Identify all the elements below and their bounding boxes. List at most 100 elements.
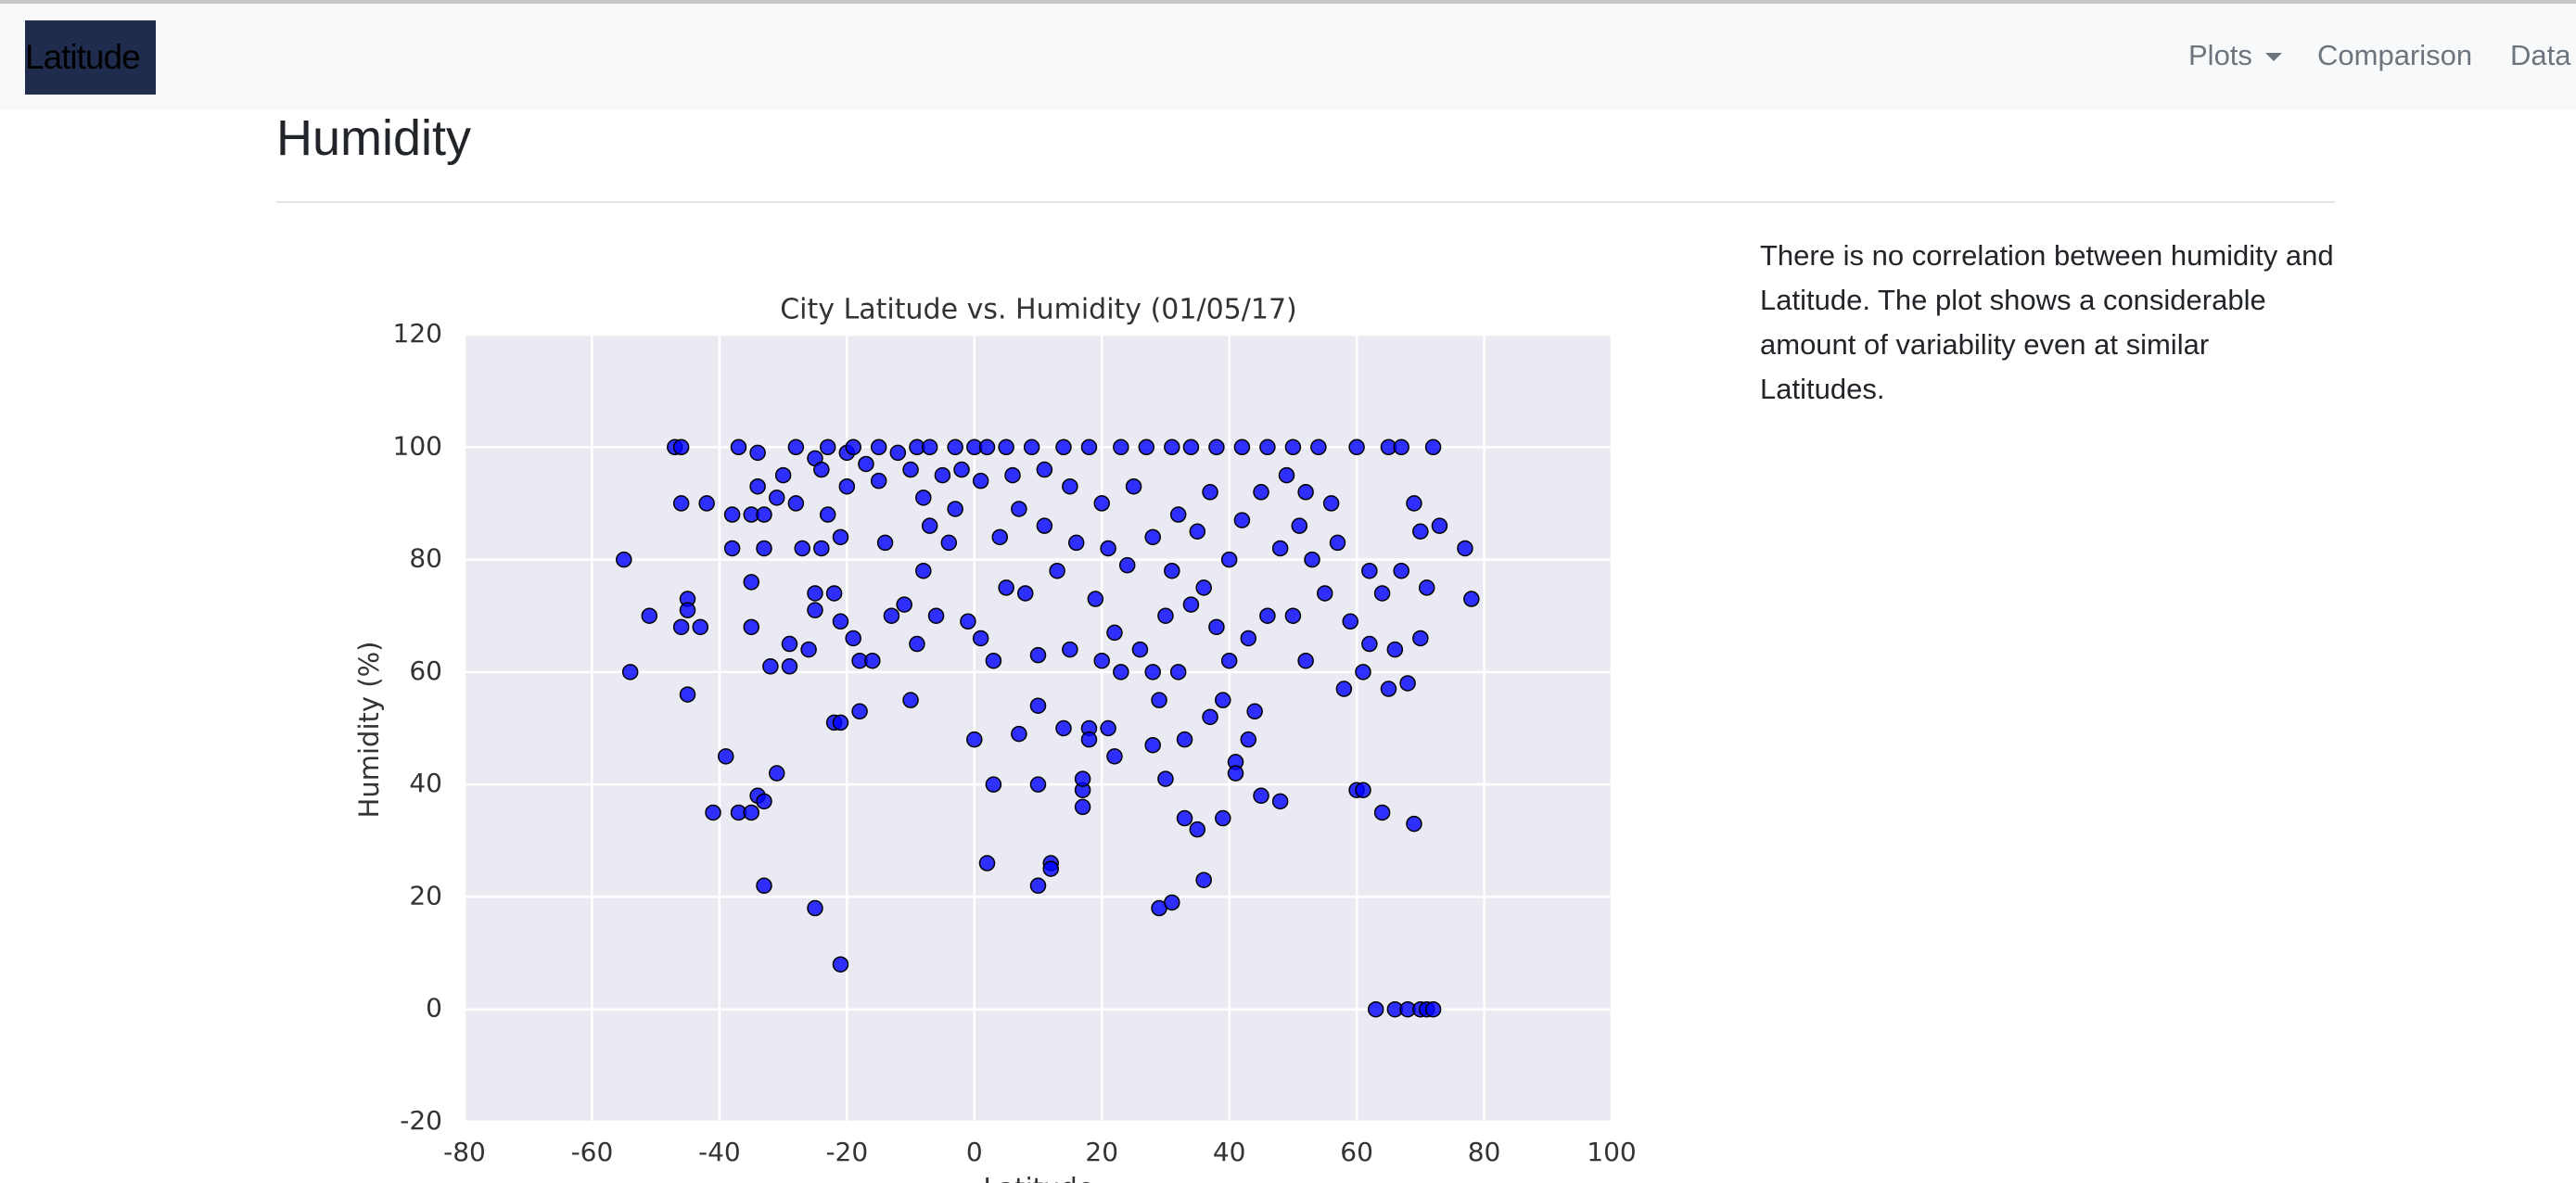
data-point bbox=[889, 444, 907, 462]
data-point bbox=[756, 506, 772, 523]
data-point bbox=[774, 466, 792, 484]
data-point bbox=[672, 618, 690, 636]
data-point bbox=[1373, 804, 1391, 821]
data-point bbox=[768, 765, 785, 782]
data-point bbox=[1189, 820, 1206, 838]
data-point bbox=[825, 585, 843, 602]
data-point bbox=[883, 607, 900, 624]
data-point bbox=[1131, 641, 1149, 658]
data-point bbox=[730, 439, 747, 456]
data-point bbox=[1367, 1000, 1384, 1018]
data-point bbox=[1067, 534, 1085, 552]
plot-area bbox=[465, 335, 1612, 1122]
data-point bbox=[1106, 748, 1123, 765]
data-point bbox=[781, 658, 798, 675]
data-point bbox=[1182, 596, 1200, 613]
data-point bbox=[858, 455, 874, 473]
data-point bbox=[1463, 591, 1480, 607]
data-point bbox=[743, 574, 759, 591]
data-point bbox=[1393, 439, 1409, 456]
data-point bbox=[1195, 579, 1212, 596]
data-point bbox=[1412, 523, 1429, 540]
data-point bbox=[1304, 551, 1320, 568]
data-point bbox=[1220, 652, 1238, 669]
data-point bbox=[1278, 466, 1295, 484]
data-point bbox=[718, 748, 734, 765]
data-point bbox=[1386, 641, 1404, 658]
data-point bbox=[896, 596, 912, 613]
data-point bbox=[1418, 579, 1435, 596]
data-point bbox=[838, 477, 856, 495]
chart: City Latitude vs. Humidity (01/05/17) Hu… bbox=[353, 294, 1637, 1183]
data-point bbox=[940, 534, 958, 552]
x-tick-label: 40 bbox=[1213, 1137, 1246, 1167]
data-point bbox=[819, 506, 836, 523]
data-point bbox=[1317, 585, 1333, 602]
x-tick-label: -80 bbox=[443, 1137, 486, 1167]
data-point bbox=[1023, 439, 1040, 456]
data-point bbox=[1373, 585, 1391, 602]
data-point bbox=[972, 630, 989, 647]
data-point bbox=[723, 506, 741, 523]
data-point bbox=[1208, 618, 1225, 636]
x-tick-label: 0 bbox=[966, 1137, 983, 1167]
data-point bbox=[1017, 585, 1034, 602]
data-point bbox=[1202, 708, 1218, 726]
data-point bbox=[845, 630, 861, 647]
data-point bbox=[998, 439, 1014, 456]
data-point bbox=[1355, 664, 1371, 681]
data-point bbox=[1457, 540, 1473, 557]
data-point bbox=[756, 877, 772, 895]
window-border bbox=[0, 0, 2576, 4]
data-point bbox=[672, 495, 690, 512]
data-point bbox=[870, 439, 887, 456]
data-point bbox=[1399, 675, 1416, 692]
data-point bbox=[1412, 630, 1429, 647]
data-point bbox=[1271, 540, 1289, 557]
data-point bbox=[1176, 731, 1193, 748]
data-point bbox=[915, 490, 932, 506]
data-point bbox=[762, 658, 779, 675]
data-point bbox=[1062, 641, 1078, 658]
data-point bbox=[909, 635, 925, 653]
data-point bbox=[794, 540, 810, 557]
y-tick-label: 40 bbox=[409, 768, 442, 798]
data-point bbox=[1004, 466, 1021, 484]
data-point bbox=[807, 602, 823, 618]
data-point bbox=[985, 652, 1002, 669]
brand-link[interactable]: Latitude bbox=[25, 20, 156, 95]
data-point bbox=[1284, 607, 1302, 624]
data-point bbox=[832, 956, 849, 973]
data-point bbox=[1227, 765, 1244, 782]
divider bbox=[276, 201, 2335, 203]
nav-plots[interactable]: Plots bbox=[2188, 39, 2282, 72]
x-tick-label: -20 bbox=[825, 1137, 868, 1167]
data-point bbox=[807, 899, 823, 917]
y-tick-label: 0 bbox=[426, 993, 442, 1024]
data-point bbox=[1348, 439, 1365, 456]
data-point bbox=[1233, 439, 1251, 456]
data-point bbox=[1144, 736, 1161, 754]
data-point bbox=[1253, 787, 1269, 805]
data-point bbox=[1176, 809, 1193, 827]
data-point bbox=[1233, 512, 1251, 528]
data-point bbox=[787, 495, 805, 512]
data-point bbox=[1169, 506, 1187, 523]
y-tick-label: 100 bbox=[393, 430, 442, 461]
data-point bbox=[698, 495, 715, 512]
nav-data[interactable]: Data bbox=[2510, 39, 2571, 71]
data-point bbox=[723, 540, 741, 557]
x-tick-label: -40 bbox=[698, 1137, 741, 1167]
nav-comparison[interactable]: Comparison bbox=[2317, 39, 2473, 71]
data-point bbox=[921, 517, 938, 534]
data-point bbox=[800, 641, 817, 658]
data-point bbox=[832, 714, 849, 731]
data-point bbox=[1361, 562, 1378, 579]
data-point bbox=[1113, 664, 1129, 681]
data-point bbox=[1062, 477, 1078, 495]
data-point bbox=[1029, 877, 1047, 895]
data-point bbox=[1093, 652, 1110, 669]
data-point bbox=[672, 439, 690, 456]
data-point bbox=[851, 703, 868, 720]
